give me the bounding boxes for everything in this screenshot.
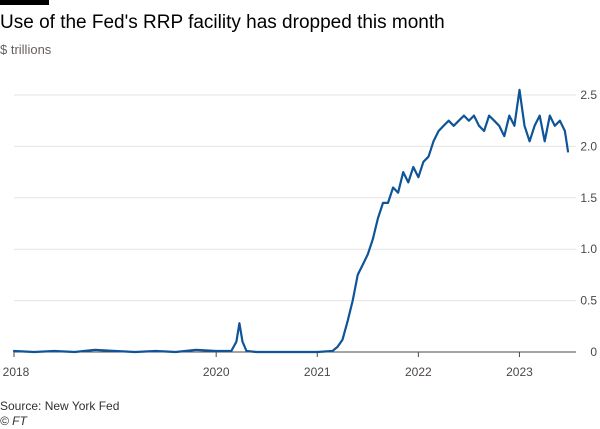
chart-subtitle: $ trillions [0,42,52,57]
x-tick-label: 2018 [3,365,30,379]
y-tick-label: 0.5 [580,294,597,308]
x-tick-label: 2022 [405,365,432,379]
y-tick-label: 2.0 [580,139,597,153]
source-note: Source: New York Fed [0,399,120,413]
ft-brand-bar [0,0,49,5]
x-tick-label: 2021 [304,365,331,379]
y-tick-label: 1.5 [580,191,597,205]
x-axis-ticks: 2018 2020 2021 2022 2023 [3,352,533,379]
series-line-rrp [12,88,570,354]
y-tick-label: 0 [590,345,597,359]
y-tick-label: 1.0 [580,242,597,256]
x-tick-label: 2023 [506,365,533,379]
gridlines [14,94,576,302]
y-tick-label: 2.5 [580,88,597,102]
copyright-credit: © FT [0,414,27,428]
y-axis-ticks: 0 0.5 1.0 1.5 2.0 2.5 [580,88,597,359]
chart-title: Use of the Fed's RRP facility has droppe… [0,12,445,33]
x-tick-label: 2020 [203,365,230,379]
